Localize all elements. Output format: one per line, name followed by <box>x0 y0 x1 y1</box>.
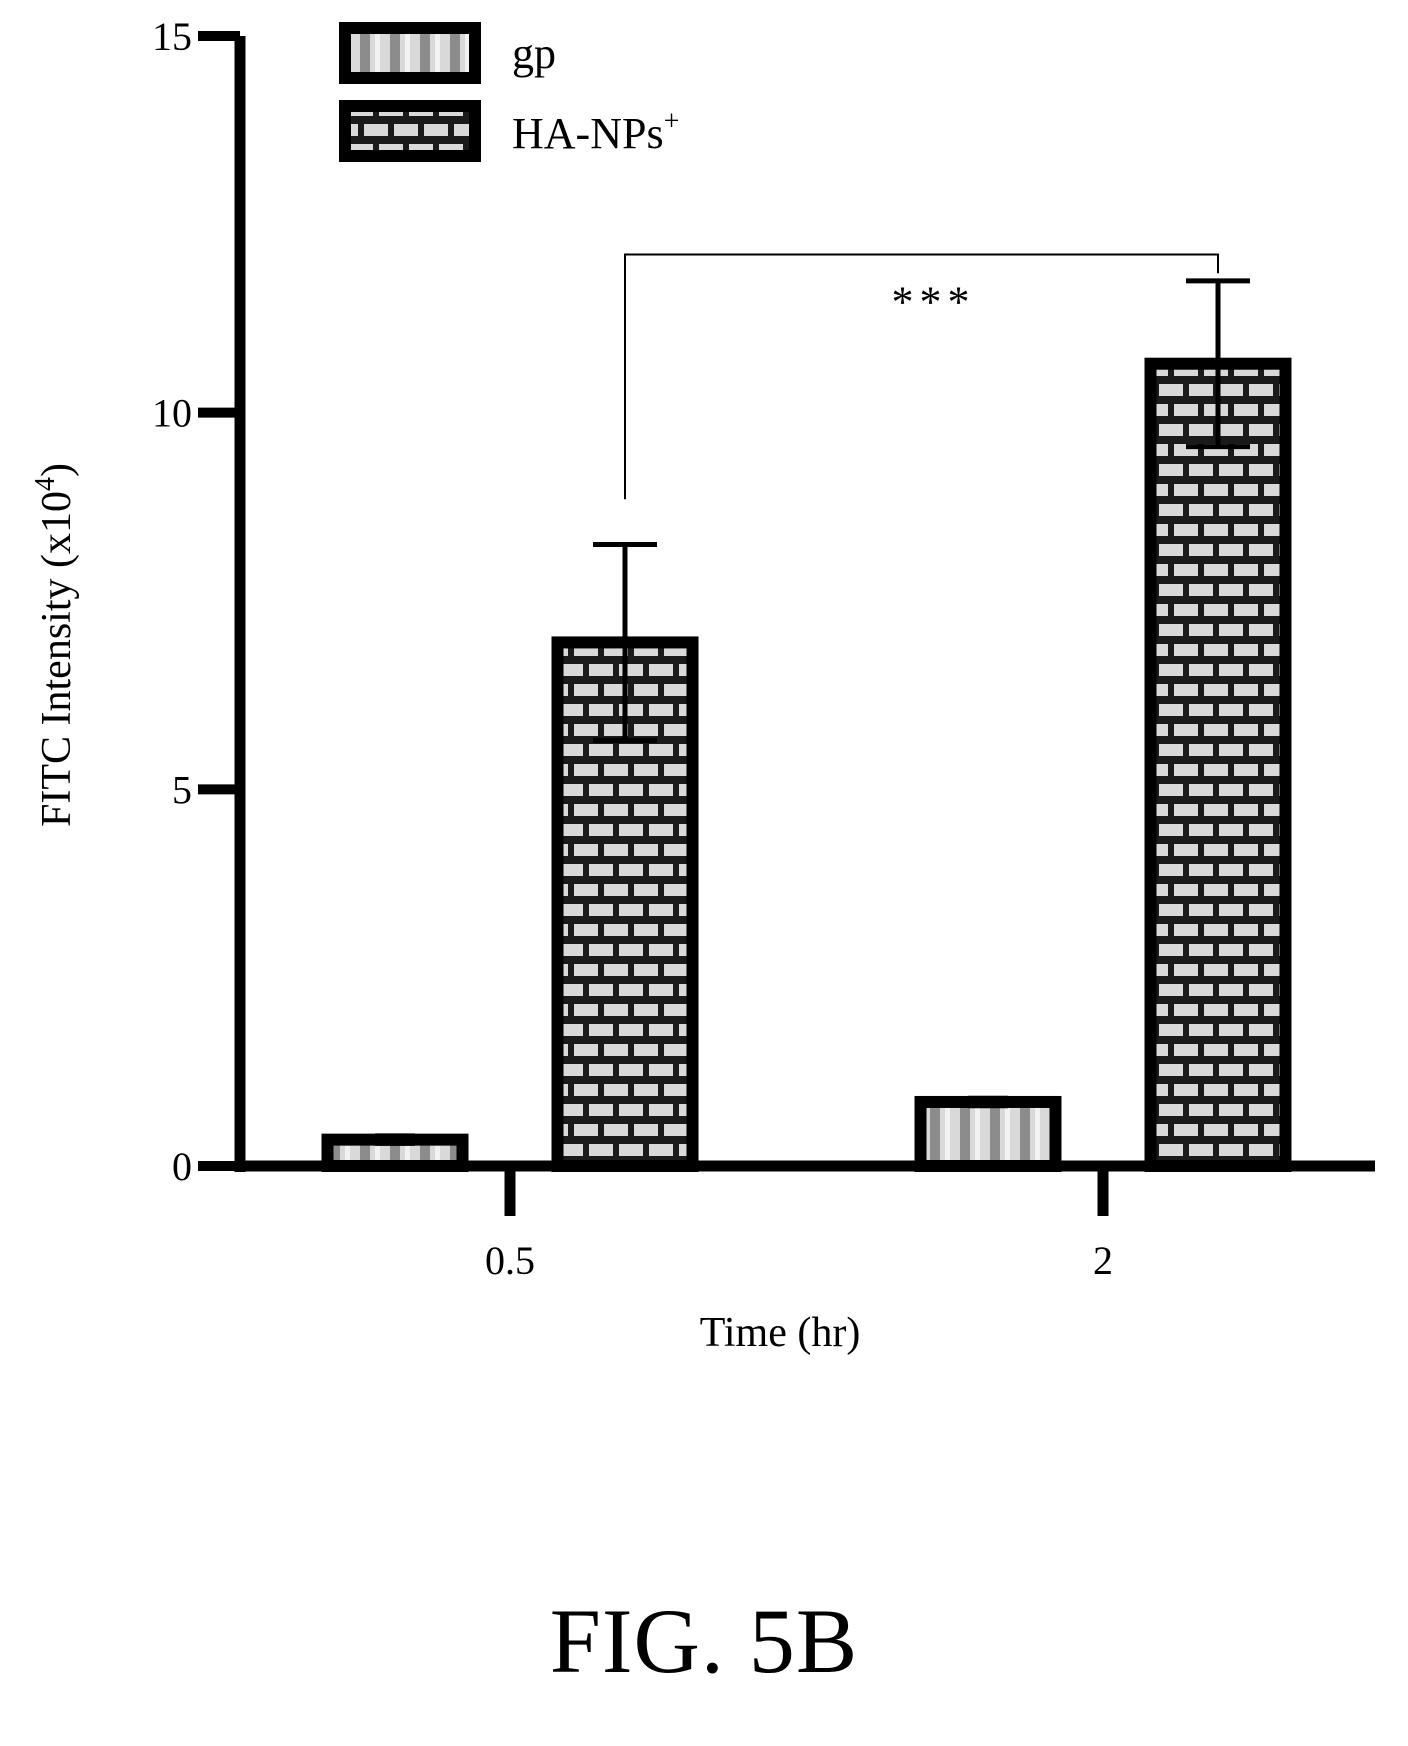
significance-label: *** <box>892 277 976 326</box>
figure-caption: FIG. 5B <box>549 1590 859 1692</box>
x-tick-labels: 0.5 2 <box>485 1238 1113 1283</box>
bars <box>321 357 1292 1173</box>
legend-label-ha-nps-text: HA-NPs <box>512 109 664 158</box>
y-tick-label-0: 0 <box>172 1144 192 1189</box>
significance-annotation: *** <box>624 253 1219 500</box>
y-tick-label-5: 5 <box>172 767 192 812</box>
bar-ha-nps-2 <box>1144 357 1292 1172</box>
legend-label-gp: gp <box>512 29 556 78</box>
x-tick-label-2: 2 <box>1093 1238 1113 1283</box>
y-tick-label-15: 15 <box>152 14 192 59</box>
legend-swatch-gp <box>339 22 481 84</box>
legend: gp HA-NPs+ <box>339 22 679 162</box>
error-bars <box>375 278 1250 1146</box>
legend-label-ha-nps: HA-NPs+ <box>512 106 679 158</box>
legend-label-ha-nps-superscript: + <box>664 106 680 137</box>
y-axis-label-exponent: 4 <box>30 477 61 491</box>
x-tick-label-0-5: 0.5 <box>485 1238 535 1283</box>
legend-swatch-ha-nps <box>339 100 481 162</box>
y-ticks: 0 5 10 15 <box>152 14 240 1189</box>
y-axis-label-close: ) <box>34 463 80 477</box>
y-axis-label: FITC Intensity (x104) <box>30 463 80 827</box>
y-tick-label-10: 10 <box>152 391 192 436</box>
significance-bracket <box>624 253 1219 500</box>
x-axis-label: Time (hr) <box>700 1310 861 1356</box>
y-axis-label-main: FITC Intensity (x10 <box>34 491 80 827</box>
bar-gp-2 <box>914 1095 1062 1173</box>
